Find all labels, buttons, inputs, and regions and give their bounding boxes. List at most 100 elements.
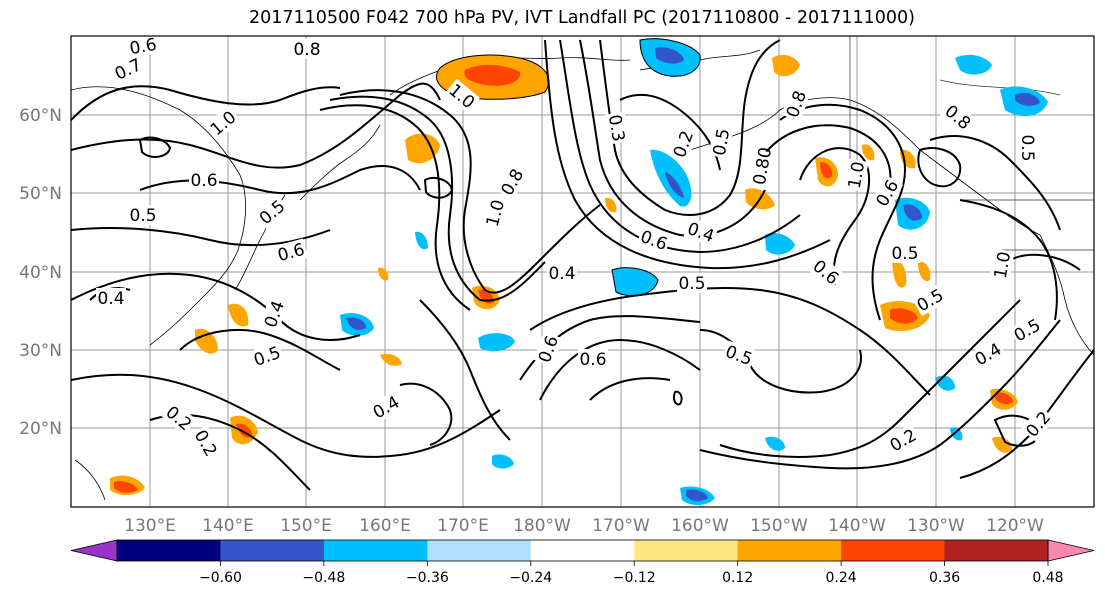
colorbar-tick-label: 0.24 bbox=[826, 570, 857, 586]
contour-label-text: 0.5 bbox=[891, 244, 918, 264]
contour-label-bg bbox=[668, 126, 698, 162]
contour-label: 1.0 bbox=[843, 158, 869, 192]
colorbar-tick-label: −0.60 bbox=[199, 570, 242, 586]
contour-label-bg bbox=[533, 331, 563, 367]
colorbar-tick-label: 0.12 bbox=[722, 570, 753, 586]
contour-label-bg bbox=[495, 164, 529, 200]
contour-label-bg bbox=[189, 170, 219, 190]
lon-tick-label: 140°W bbox=[828, 516, 886, 536]
colorbar: −0.60 −0.48 −0.36 −0.24 −0.12 0.12 0.24 0.36 0.4… bbox=[70, 539, 1095, 586]
contour-label: 0.6 bbox=[126, 35, 160, 59]
latitude-labels: 60°N 50°N 40°N 30°N 20°N bbox=[19, 106, 62, 439]
contour-label: 0.5 bbox=[128, 205, 158, 226]
contour-label-bg bbox=[604, 111, 630, 145]
contour-label-bg bbox=[970, 337, 1006, 371]
lat-tick-label: 60°N bbox=[19, 106, 62, 126]
colorbar-tick-label: −0.48 bbox=[302, 570, 345, 586]
contour-label: 0.8 bbox=[781, 86, 811, 122]
contour-label-bg bbox=[249, 341, 285, 371]
contour-label-bg bbox=[683, 217, 719, 247]
contour-label-text: 0.5 bbox=[129, 206, 156, 226]
contour-label: 0.6 bbox=[189, 170, 219, 191]
colorbar-extend-min bbox=[70, 539, 118, 562]
minor-contours bbox=[436, 38, 701, 297]
lon-tick-label: 150°W bbox=[750, 516, 808, 536]
contour-label-text: 0.8 bbox=[293, 40, 320, 60]
contour-label-bg bbox=[273, 238, 309, 266]
contour-label-bg bbox=[781, 86, 811, 122]
contour-label-bg bbox=[636, 225, 672, 255]
contour-label: 0.5 bbox=[708, 125, 734, 159]
contour-label-text: 0.6 bbox=[190, 171, 217, 191]
colorbar-tick-label: −0.12 bbox=[613, 570, 656, 586]
contour-label-bg bbox=[885, 423, 921, 457]
longitude-labels: 130°E 140°E 150°E 160°E 170°E 180°W 170°W 160°W… bbox=[124, 516, 1044, 536]
lon-tick-label: 130°E bbox=[124, 516, 176, 536]
contour-label-text: 0.4 bbox=[97, 289, 124, 309]
colorbar-tick-label: 0.36 bbox=[929, 570, 960, 586]
colorbar-extend-max bbox=[1047, 539, 1095, 562]
contour-label-bg bbox=[547, 263, 577, 283]
map-title: 2017110500 F042 700 hPa PV, IVT Landfall… bbox=[248, 8, 916, 28]
colorbar-segment bbox=[944, 540, 1049, 561]
contour-label: 0.6 bbox=[578, 349, 608, 370]
colorbar-segment bbox=[737, 540, 842, 561]
contour-label-bg bbox=[110, 53, 146, 85]
contour-label-bg bbox=[444, 78, 480, 114]
contour-label-text: 0.6 bbox=[128, 35, 158, 59]
contour-label-bg bbox=[843, 158, 869, 192]
contour-label-bg bbox=[128, 205, 158, 225]
contour-label: 0.5 bbox=[1017, 133, 1038, 163]
colorbar-segment bbox=[634, 540, 739, 561]
contour-label-text: 0.5 bbox=[1017, 134, 1037, 161]
contour-label-bg bbox=[870, 175, 904, 211]
colorbar-segment bbox=[323, 540, 428, 561]
contour-label-bg bbox=[1009, 313, 1045, 347]
map-frame bbox=[70, 35, 1095, 508]
colorbar-segment bbox=[530, 540, 635, 561]
colorbar-segment bbox=[841, 540, 946, 561]
colorbar-segment bbox=[220, 540, 325, 561]
contour-label-bg bbox=[721, 340, 757, 370]
contour-label-bg bbox=[368, 390, 404, 424]
contour-label-bg bbox=[989, 248, 1015, 282]
contour-label-bg bbox=[808, 254, 844, 290]
colorbar-frame bbox=[116, 539, 1049, 562]
lon-tick-label: 180°W bbox=[513, 516, 571, 536]
contour-label-text: 0.5 bbox=[710, 127, 734, 157]
lat-tick-label: 20°N bbox=[19, 419, 62, 439]
contour-label-bg bbox=[1018, 133, 1038, 163]
contour-label-bg bbox=[1020, 406, 1056, 442]
contour-label-bg bbox=[578, 349, 608, 369]
lon-tick-label: 120°W bbox=[986, 516, 1044, 536]
contour-label-text: 0.3 bbox=[604, 113, 628, 143]
contour-label-bg bbox=[481, 195, 509, 231]
colorbar-segment bbox=[117, 540, 221, 561]
contour-label: 0.8 bbox=[292, 39, 322, 60]
contour-label: 1.0 bbox=[989, 248, 1015, 282]
contour-label-bg bbox=[161, 400, 197, 436]
lon-tick-label: 160°W bbox=[671, 516, 729, 536]
contour-label-text: 0.6 bbox=[579, 350, 606, 370]
contour-label-bg bbox=[912, 283, 948, 317]
contour-label-bg bbox=[126, 36, 160, 59]
contour-label-text: 0.4 bbox=[548, 264, 575, 284]
contour-label: 0.4 bbox=[683, 217, 719, 247]
contour-label: 0.5 bbox=[677, 273, 707, 294]
lat-tick-label: 40°N bbox=[19, 263, 62, 283]
contour-label-bg bbox=[940, 99, 976, 135]
contour-label-bg bbox=[254, 194, 290, 230]
contour-label-bg bbox=[189, 425, 223, 461]
contour-label-bg bbox=[292, 39, 322, 59]
contour-label-bg bbox=[890, 243, 920, 263]
colorbar-segment bbox=[427, 540, 532, 561]
lon-tick-label: 160°E bbox=[359, 516, 411, 536]
lon-tick-label: 130°W bbox=[907, 516, 965, 536]
contour-label-text: 0.5 bbox=[678, 274, 705, 294]
contour-label: 0.5 bbox=[890, 243, 920, 264]
contour-label-bg bbox=[677, 273, 707, 293]
pc-shading bbox=[110, 38, 1048, 506]
contour-label-bg bbox=[96, 288, 126, 308]
contour-label-bg bbox=[708, 125, 734, 159]
